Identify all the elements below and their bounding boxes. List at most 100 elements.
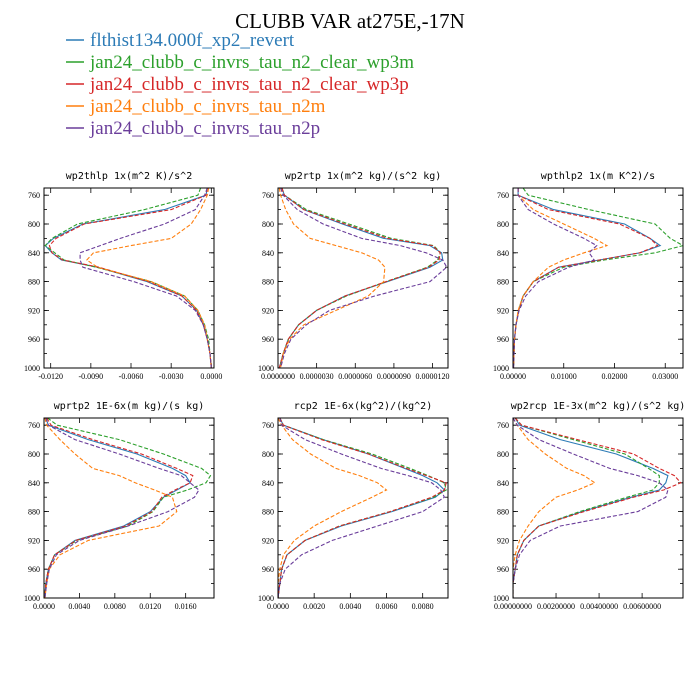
panel-title: wpthlp2 1x(m K^2)/s: [541, 171, 655, 182]
panel-title: wprtp2 1E-6x(m kg)/(s kg): [54, 401, 205, 412]
x-tick-label: 0.0000: [33, 602, 55, 611]
plot-frame: [512, 187, 684, 369]
series-line: [278, 418, 447, 598]
series-group: [278, 418, 447, 598]
y-tick-label: 760: [262, 191, 274, 200]
series-line: [513, 188, 662, 368]
series-line: [513, 418, 660, 598]
y-tick-label: 760: [497, 421, 509, 430]
panel-title: rcp2 1E-6x(kg^2)/(kg^2): [294, 401, 432, 412]
y-tick-label: 960: [497, 565, 509, 574]
series-line: [278, 188, 441, 368]
series-line: [79, 188, 212, 368]
y-tick-label: 840: [497, 479, 509, 488]
x-tick-label: 0.0020: [303, 602, 325, 611]
y-tick-label: 920: [262, 536, 274, 545]
y-tick-label: 920: [262, 306, 274, 315]
y-tick-label: 800: [28, 450, 40, 459]
x-tick-label: 0.0120: [139, 602, 161, 611]
x-tick-label: 0.0040: [68, 602, 90, 611]
series-line: [278, 188, 441, 368]
series-line: [278, 418, 446, 598]
x-tick-label: 0.02000: [601, 372, 627, 381]
x-tick-label: 0.0000060: [338, 372, 372, 381]
panel-title: wp2rcp 1E-3x(m^2 kg)/(s^2 kg): [511, 401, 686, 412]
series-group: [44, 188, 212, 368]
x-tick-label: -0.0090: [79, 372, 104, 381]
y-tick-label: 1000: [24, 364, 40, 373]
y-tick-label: 880: [28, 508, 40, 517]
y-tick-label: 960: [28, 565, 40, 574]
x-tick-label: 0.0060: [376, 602, 398, 611]
legend-entry: jan24_clubb_c_invrs_tau_n2m: [66, 96, 326, 117]
y-tick-label: 760: [28, 191, 40, 200]
y-tick-label: 880: [262, 278, 274, 287]
y-tick-label: 840: [28, 249, 40, 258]
y-tick-label: 1000: [258, 594, 274, 603]
legend-entry: jan24_clubb_c_invrs_tau_n2_clear_wp3p: [66, 74, 409, 95]
panel: wp2rcp 1E-3x(m^2 kg)/(s^2 kg)760 800 840 88…: [493, 401, 685, 611]
y-tick-label: 880: [262, 508, 274, 517]
panel: wpthlp2 1x(m K^2)/s 760 800 840 880 920 960 100…: [493, 171, 684, 381]
x-tick-label: 0.0000000: [261, 372, 295, 381]
legend-label: jan24_clubb_c_invrs_tau_n2_clear_wp3m: [89, 52, 414, 73]
y-tick-label: 760: [262, 421, 274, 430]
legend-entry: flthist134.000f_xp2_revert: [66, 30, 295, 51]
y-tick-label: 840: [262, 479, 274, 488]
x-tick-label: 0.0080: [104, 602, 126, 611]
figure-title: CLUBB VAR at275E,-17N: [235, 9, 465, 33]
series-group: [513, 418, 682, 598]
series-line: [44, 188, 212, 368]
series-line: [513, 188, 609, 368]
x-tick-label: -0.0030: [159, 372, 184, 381]
x-tick-label: 0.01000: [551, 372, 577, 381]
series-line: [278, 418, 446, 598]
series-line: [278, 418, 388, 598]
plot-frame: [43, 187, 215, 369]
legend: flthist134.000f_xp2_revertjan24_clubb_c_…: [66, 30, 414, 139]
panel-title: wp2thlp 1x(m^2 K)/s^2: [66, 171, 192, 182]
series-line: [48, 188, 212, 368]
legend-entry: jan24_clubb_c_invrs_tau_n2p: [66, 118, 320, 139]
y-tick-label: 880: [497, 278, 509, 287]
y-tick-label: 920: [28, 306, 40, 315]
plot-frame: [277, 187, 449, 369]
plot-frame: [43, 417, 215, 599]
x-tick-label: 0.0000030: [300, 372, 334, 381]
panel: wp2thlp 1x(m^2 K)/s^2 760 800 840 880 920 960 1…: [24, 171, 222, 381]
series-line: [85, 188, 212, 368]
y-tick-label: 1000: [493, 594, 509, 603]
series-line: [513, 418, 682, 598]
y-tick-label: 960: [28, 335, 40, 344]
series-line: [44, 418, 191, 598]
y-tick-label: 800: [262, 450, 274, 459]
panel: wprtp2 1E-6x(m kg)/(s kg) 760 800 840 880 920…: [24, 401, 215, 611]
y-tick-label: 920: [28, 536, 40, 545]
legend-entry: jan24_clubb_c_invrs_tau_n2_clear_wp3m: [66, 52, 414, 73]
series-line: [44, 418, 178, 598]
series-line: [44, 418, 212, 598]
y-tick-label: 960: [262, 565, 274, 574]
x-tick-label: 0.00600000: [623, 602, 661, 611]
series-line: [278, 188, 386, 368]
x-tick-label: 0.0000090: [377, 372, 411, 381]
x-tick-label: 0.00000: [500, 372, 526, 381]
x-tick-label: 0.0000: [200, 372, 222, 381]
series-line: [278, 418, 447, 598]
y-tick-label: 960: [262, 335, 274, 344]
plot-frame: [277, 417, 449, 599]
y-tick-label: 760: [28, 421, 40, 430]
panels: wp2thlp 1x(m^2 K)/s^2 760 800 840 880 920 960 1…: [24, 171, 685, 611]
y-tick-label: 840: [497, 249, 509, 258]
series-group: [44, 418, 212, 598]
y-tick-label: 880: [28, 278, 40, 287]
y-tick-label: 840: [28, 479, 40, 488]
series-line: [513, 188, 598, 368]
x-tick-label: 0.0040: [339, 602, 361, 611]
x-tick-label: 0.03000: [652, 372, 678, 381]
series-group: [513, 188, 683, 368]
x-tick-label: 0.0080: [412, 602, 434, 611]
series-line: [513, 418, 596, 598]
y-tick-label: 920: [497, 306, 509, 315]
